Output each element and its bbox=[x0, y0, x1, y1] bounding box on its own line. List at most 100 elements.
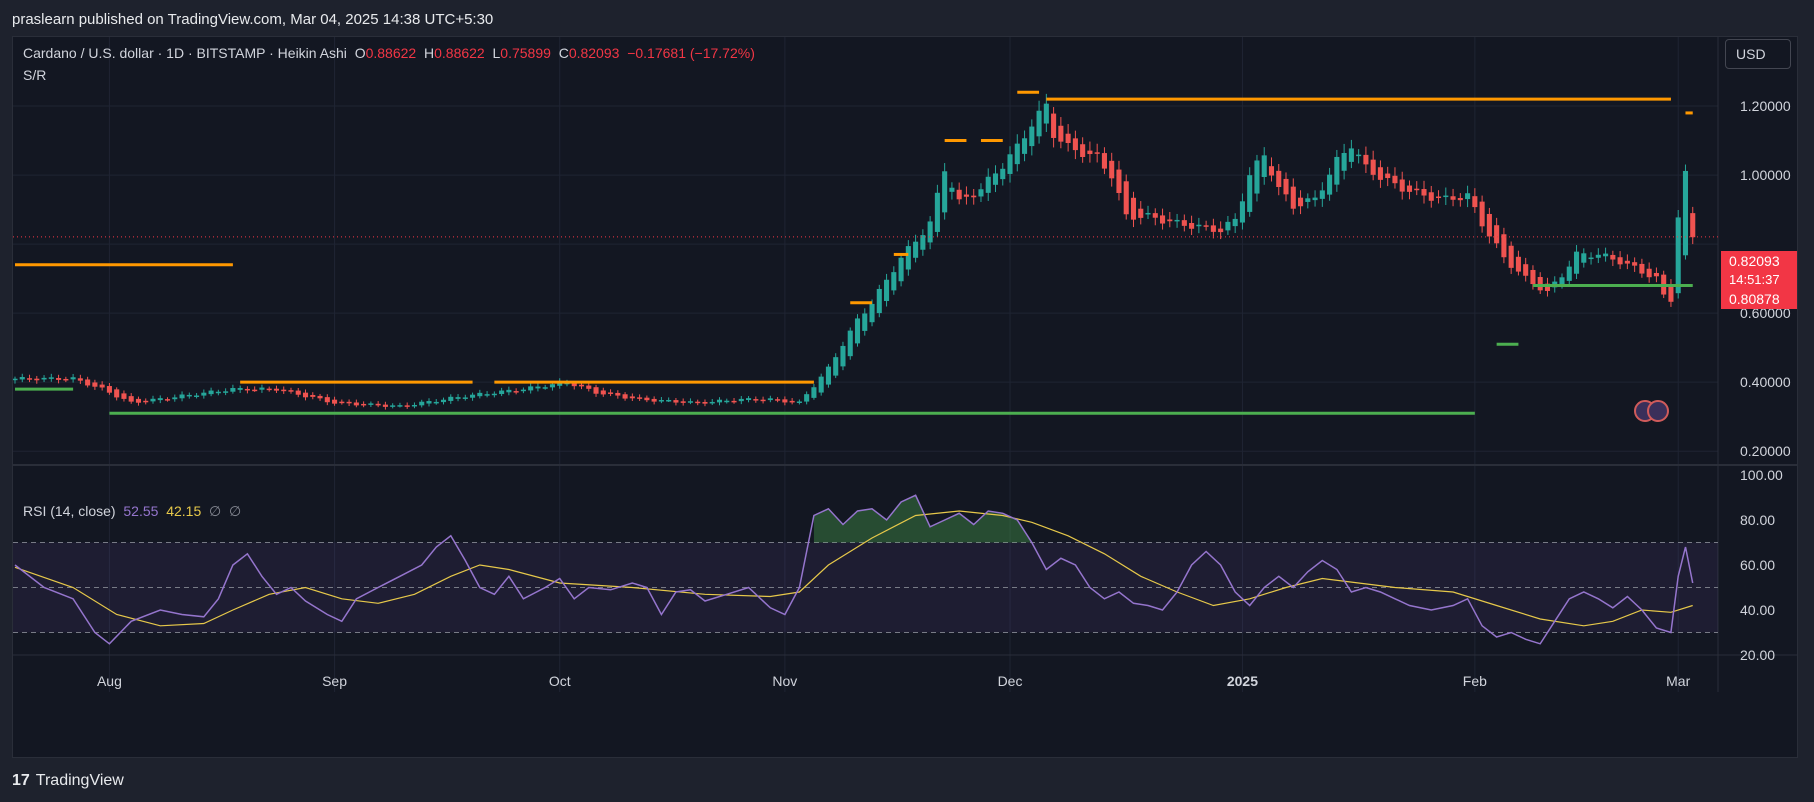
candle-body bbox=[1334, 156, 1340, 185]
candle-body bbox=[34, 378, 40, 381]
candle-body bbox=[419, 401, 425, 406]
candle-body bbox=[1515, 256, 1521, 272]
candle-body bbox=[390, 405, 396, 407]
candle-body bbox=[578, 384, 585, 387]
candle-body bbox=[1508, 245, 1514, 268]
last-price-label: 0.82093 bbox=[1721, 251, 1797, 271]
candle-body bbox=[1268, 166, 1275, 176]
candle-body bbox=[1283, 178, 1289, 195]
candle-body bbox=[942, 171, 948, 213]
event-flag-icon bbox=[1647, 400, 1669, 422]
candle-body bbox=[281, 389, 287, 392]
candle-body bbox=[506, 389, 512, 393]
candle-body bbox=[368, 403, 374, 405]
candle-body bbox=[1218, 228, 1224, 233]
candle-body bbox=[1392, 175, 1398, 184]
candle-body bbox=[1523, 264, 1529, 276]
candle-body bbox=[1646, 268, 1652, 278]
candle-body bbox=[1058, 125, 1064, 142]
candle-body bbox=[1479, 201, 1485, 227]
candle-body bbox=[1167, 219, 1173, 222]
candle-body bbox=[1501, 234, 1507, 258]
candle-body bbox=[1428, 192, 1434, 201]
rsi-line bbox=[14, 494, 1694, 645]
candle-body bbox=[440, 399, 447, 403]
rsi-ma-value: 42.15 bbox=[166, 503, 202, 519]
candle-body bbox=[1385, 173, 1391, 179]
candle-body bbox=[629, 396, 635, 399]
candle-body bbox=[1624, 260, 1630, 264]
candle-body bbox=[586, 385, 592, 389]
candle-body bbox=[608, 392, 614, 394]
candle-body bbox=[1690, 213, 1696, 238]
candle-body bbox=[767, 398, 773, 401]
candle-body bbox=[70, 377, 76, 380]
time-tick-label: 2025 bbox=[1227, 673, 1258, 689]
candle-body bbox=[687, 401, 693, 403]
candle-body bbox=[709, 401, 715, 404]
time-tick-label: Feb bbox=[1463, 673, 1487, 689]
candle-body bbox=[1603, 253, 1609, 257]
open-value: 0.88622 bbox=[365, 45, 417, 61]
candle-body bbox=[128, 396, 134, 402]
currency-button[interactable]: USD bbox=[1725, 39, 1791, 69]
candle-body bbox=[470, 394, 476, 398]
candle-body bbox=[223, 391, 229, 393]
candle-body bbox=[259, 387, 265, 390]
candle-body bbox=[1174, 219, 1180, 222]
symbol-title[interactable]: Cardano / U.S. dollar · 1D · BITSTAMP · … bbox=[23, 45, 347, 61]
candle-body bbox=[1544, 283, 1551, 291]
candle-body bbox=[1530, 269, 1536, 285]
candle-body bbox=[179, 394, 185, 399]
footer: 17 TradingView bbox=[0, 758, 1814, 802]
candle-body bbox=[1399, 179, 1405, 192]
candle-body bbox=[905, 246, 911, 270]
candle-body bbox=[513, 391, 519, 393]
candle-body bbox=[876, 288, 882, 314]
candle-body bbox=[1290, 186, 1296, 209]
candle-body bbox=[1065, 133, 1071, 144]
candle-body bbox=[782, 399, 788, 403]
candle-body bbox=[738, 398, 744, 402]
rsi-title[interactable]: RSI (14, close) bbox=[23, 503, 116, 519]
candle-body bbox=[1486, 213, 1492, 237]
candle-body bbox=[1297, 197, 1304, 207]
candle-body bbox=[716, 399, 723, 403]
candle-body bbox=[1675, 217, 1681, 294]
candle-body bbox=[1305, 198, 1311, 202]
candle-body bbox=[1225, 221, 1231, 231]
candle-body bbox=[317, 395, 323, 399]
candle-body bbox=[164, 399, 171, 401]
chart-pane[interactable]: 1.20000 1.00000 0.60000 0.40000 0.20000 100.0… bbox=[12, 36, 1798, 758]
candle-body bbox=[651, 398, 657, 402]
candle-body bbox=[847, 330, 853, 357]
candle-body bbox=[1210, 225, 1216, 232]
candle-body bbox=[978, 189, 984, 197]
candle-body bbox=[789, 400, 795, 403]
indicator-sr-label[interactable]: S/R bbox=[23, 67, 47, 83]
candle-body bbox=[920, 235, 926, 250]
candle-body bbox=[382, 404, 388, 407]
candle-body bbox=[927, 221, 933, 243]
candle-body bbox=[1450, 196, 1456, 200]
candle-body bbox=[186, 394, 192, 397]
candle-body bbox=[593, 387, 599, 394]
candle-body bbox=[172, 397, 178, 400]
open-label: O bbox=[354, 45, 366, 61]
candle-body bbox=[753, 399, 759, 401]
candle-body bbox=[1094, 152, 1100, 154]
candle-body bbox=[775, 399, 781, 401]
chart-canvas[interactable]: 1.20000 1.00000 0.60000 0.40000 0.20000 100.0… bbox=[13, 37, 1798, 758]
candle-body bbox=[1595, 254, 1601, 258]
candle-body bbox=[971, 195, 977, 198]
time-tick-label: Aug bbox=[97, 673, 122, 689]
price-tick-label: 0.20000 bbox=[1740, 443, 1791, 459]
candle-body bbox=[637, 397, 643, 399]
candle-body bbox=[1581, 253, 1587, 263]
candle-body bbox=[1639, 263, 1645, 274]
candle-body bbox=[549, 384, 555, 388]
tradingview-logo[interactable]: 17 TradingView bbox=[12, 772, 124, 790]
candle-body bbox=[157, 398, 163, 401]
candle-body bbox=[1610, 254, 1616, 260]
candle-body bbox=[992, 173, 999, 185]
